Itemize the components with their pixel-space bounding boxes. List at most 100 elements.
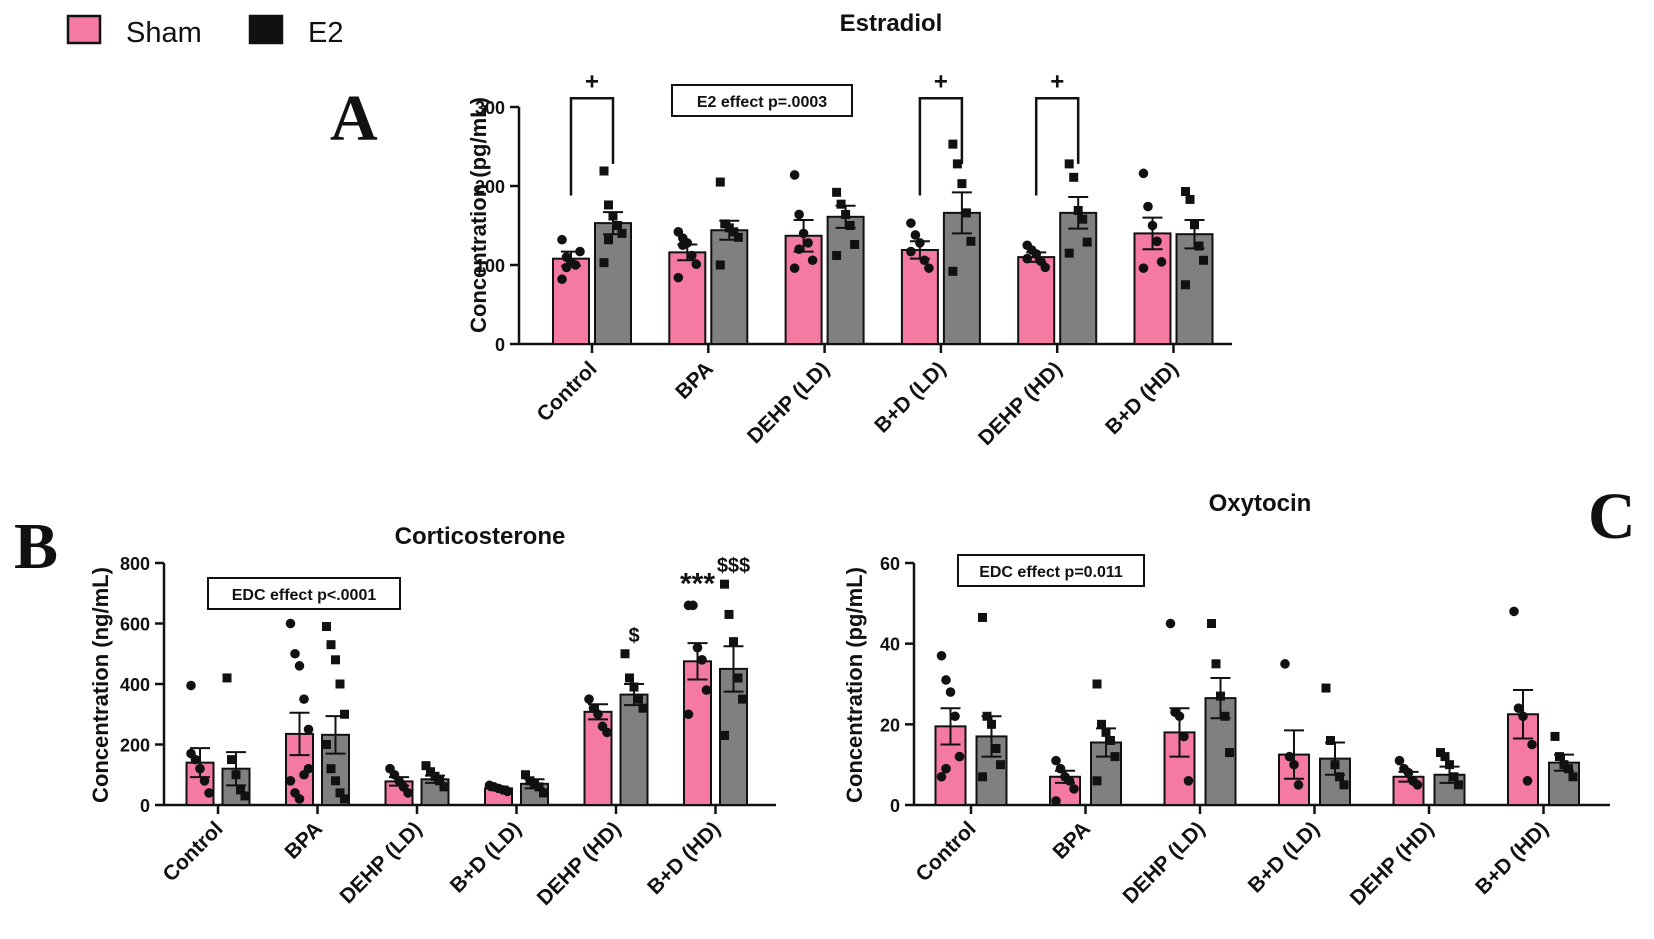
chart-b-point-e2 bbox=[231, 770, 241, 780]
chart-a-point-sham bbox=[915, 238, 925, 248]
chart-a-x-tick-label: Control bbox=[532, 357, 601, 426]
chart-b-point-e2 bbox=[322, 740, 331, 749]
chart-c-point-e2 bbox=[1207, 619, 1216, 628]
chart-b-point-sham bbox=[593, 709, 603, 720]
chart-b-x-tick-label: DEHP (LD) bbox=[335, 817, 426, 908]
chart-a-point-e2 bbox=[841, 209, 851, 219]
chart-c-y-tick-label: 0 bbox=[890, 796, 900, 816]
chart-a-point-e2 bbox=[836, 199, 846, 209]
chart-b-point-sham bbox=[285, 618, 296, 629]
chart-c-point-e2 bbox=[996, 760, 1005, 770]
chart-a-x-tick-label: DEHP (HD) bbox=[974, 357, 1067, 450]
chart-b-point-e2 bbox=[426, 767, 435, 777]
chart-b-y-tick-label: 200 bbox=[120, 736, 150, 756]
chart-a-point-sham bbox=[803, 238, 813, 248]
chart-b-point-sham bbox=[683, 709, 694, 720]
chart-b-point-e2 bbox=[620, 649, 630, 659]
legend-swatch-sham bbox=[66, 14, 102, 45]
chart-a-significance-label: + bbox=[1050, 68, 1064, 95]
chart-a-point-sham bbox=[557, 274, 567, 285]
chart-b-point-sham bbox=[290, 648, 300, 659]
chart-a-point-sham bbox=[794, 209, 804, 220]
chart-c-point-e2 bbox=[1321, 683, 1331, 693]
chart-b-point-e2 bbox=[724, 609, 734, 619]
chart-b-point-e2 bbox=[430, 771, 440, 781]
chart-a-point-e2 bbox=[1190, 220, 1199, 230]
chart-c-point-sham bbox=[950, 711, 960, 722]
chart-c-point-sham bbox=[936, 650, 947, 661]
chart-a-point-e2 bbox=[832, 187, 842, 197]
chart-a-bar bbox=[1059, 211, 1098, 345]
chart-b-x-tick-label: B+D (LD) bbox=[446, 817, 526, 897]
chart-c-point-sham bbox=[954, 751, 965, 762]
chart-c-point-sham bbox=[1403, 767, 1414, 778]
chart-c-point-sham bbox=[1280, 659, 1290, 669]
chart-c-point-sham bbox=[1165, 618, 1176, 629]
chart-a-point-e2 bbox=[957, 179, 967, 189]
chart-a-point-sham bbox=[673, 272, 684, 283]
chart-a-annotation-box: E2 effect p=.0003 bbox=[671, 84, 853, 117]
chart-a-point-e2 bbox=[604, 235, 613, 245]
chart-a-bar bbox=[710, 229, 749, 346]
chart-c-point-sham bbox=[941, 675, 951, 685]
chart-a-point-sham bbox=[1138, 168, 1149, 179]
chart-a-point-sham bbox=[807, 255, 818, 266]
chart-b-ylabel: Concentration (ng/mL) bbox=[88, 567, 113, 803]
chart-b-x-tick-label: Control bbox=[158, 817, 227, 886]
chart-b-point-e2 bbox=[521, 770, 530, 780]
chart-c-point-sham bbox=[1394, 755, 1405, 766]
chart-c-point-e2 bbox=[991, 744, 1001, 754]
chart-b-point-e2 bbox=[720, 579, 729, 589]
chart-c-point-sham bbox=[1179, 731, 1189, 742]
chart-a-bar bbox=[942, 211, 981, 345]
chart-c-point-e2 bbox=[1564, 764, 1573, 774]
legend: Sham E2 bbox=[66, 14, 343, 49]
chart-a-point-sham bbox=[1143, 201, 1153, 212]
chart-b-point-sham bbox=[195, 763, 205, 774]
chart-b-x-tick-label: BPA bbox=[281, 817, 328, 864]
chart-b-significance-marker: *** bbox=[680, 567, 715, 600]
chart-b-point-e2 bbox=[539, 788, 548, 798]
chart-a-point-e2 bbox=[1194, 241, 1204, 251]
chart-c-point-e2 bbox=[1225, 748, 1234, 758]
chart-a-point-e2 bbox=[1069, 172, 1079, 182]
chart-c-point-sham bbox=[1284, 751, 1295, 762]
chart-a-point-e2 bbox=[850, 239, 860, 249]
chart-b-point-e2 bbox=[634, 694, 643, 704]
chart-c-plot: 0 20 40 60 Control BPA DEHP (LD) B+D (LD) DEHP (… bbox=[880, 554, 1610, 910]
chart-c-point-e2 bbox=[1101, 727, 1111, 737]
chart-c-point-e2 bbox=[1097, 719, 1106, 729]
chart-a-point-sham bbox=[906, 218, 916, 228]
chart-b-point-e2 bbox=[340, 794, 349, 804]
legend-label-e2: E2 bbox=[308, 17, 343, 49]
chart-a-point-sham bbox=[691, 259, 702, 270]
chart-b-point-e2 bbox=[331, 776, 340, 786]
chart-c-y-tick-label: 40 bbox=[880, 635, 900, 655]
chart-a-y-tick-label: 100 bbox=[475, 256, 505, 276]
chart-b-point-sham bbox=[186, 748, 196, 759]
chart-c-point-e2 bbox=[982, 711, 992, 721]
chart-c-y-tick-label: 60 bbox=[880, 554, 900, 574]
chart-c-x-tick-label: B+D (HD) bbox=[1471, 817, 1553, 899]
chart-c-point-sham bbox=[941, 763, 951, 774]
chart-b-significance-marker: $$$ bbox=[717, 555, 750, 577]
chart-c-title: Oxytocin bbox=[1209, 490, 1312, 517]
chart-b-point-sham bbox=[299, 769, 309, 780]
chart-a-point-e2 bbox=[715, 177, 725, 187]
chart-a-point-sham bbox=[678, 240, 688, 251]
chart-c-point-e2 bbox=[1550, 731, 1560, 741]
chart-c-point-sham bbox=[1522, 776, 1533, 786]
chart-b-point-e2 bbox=[638, 703, 648, 713]
chart-c-point-sham bbox=[1064, 776, 1075, 786]
chart-b-y-tick-label: 0 bbox=[140, 796, 150, 816]
chart-a-significance-bracket bbox=[918, 97, 964, 196]
chart-a-point-e2 bbox=[1181, 280, 1190, 290]
chart-b-point-sham bbox=[204, 788, 214, 798]
chart-b-point-sham bbox=[701, 685, 712, 695]
chart-a-bar bbox=[826, 215, 865, 345]
panel-b: Corticosterone Concentration (ng/mL) EDC… bbox=[88, 523, 776, 910]
chart-b-bar bbox=[185, 761, 215, 807]
chart-c-x-tick-label: BPA bbox=[1049, 817, 1096, 864]
chart-a-point-e2 bbox=[1185, 194, 1195, 204]
chart-a-significance-label: + bbox=[585, 68, 599, 95]
